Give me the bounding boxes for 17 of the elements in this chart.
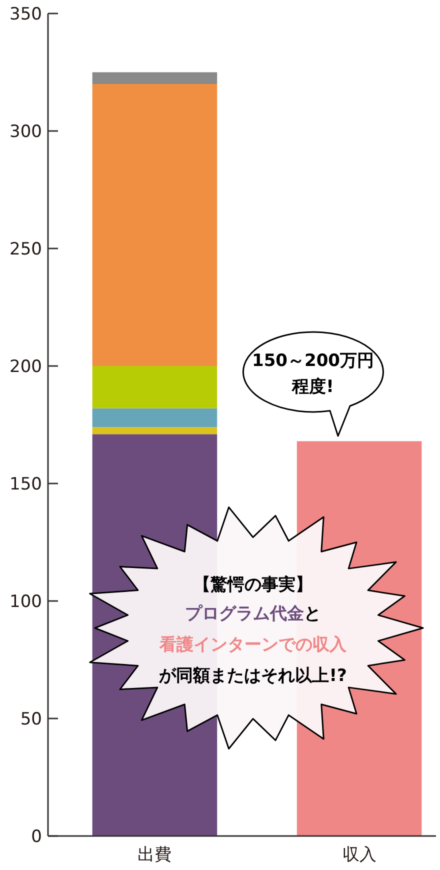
y-tick-label: 0 <box>31 826 42 847</box>
annotation: 150～200万円 <box>252 351 374 371</box>
annotation: が同額またはそれ以上!? <box>158 666 347 686</box>
y-tick-label: 50 <box>20 709 42 730</box>
annotation: と <box>304 604 321 624</box>
annotation: 【驚愕の事実】 <box>194 575 312 595</box>
annotation: 看護インターンでの収入 <box>158 635 348 655</box>
y-tick-label: 250 <box>10 239 42 260</box>
y-tick-label: 300 <box>10 122 42 142</box>
annotation: 程度! <box>291 377 334 397</box>
y-tick-label: 350 <box>10 4 42 24</box>
y-tick-label: 200 <box>10 356 42 377</box>
y-tick-label: 100 <box>10 592 42 612</box>
x-tick-label: 出費 <box>138 845 172 865</box>
x-tick-label: 収入 <box>342 845 376 865</box>
y-tick-label: 150 <box>10 474 42 494</box>
annotation: プログラム代金 <box>185 604 304 624</box>
